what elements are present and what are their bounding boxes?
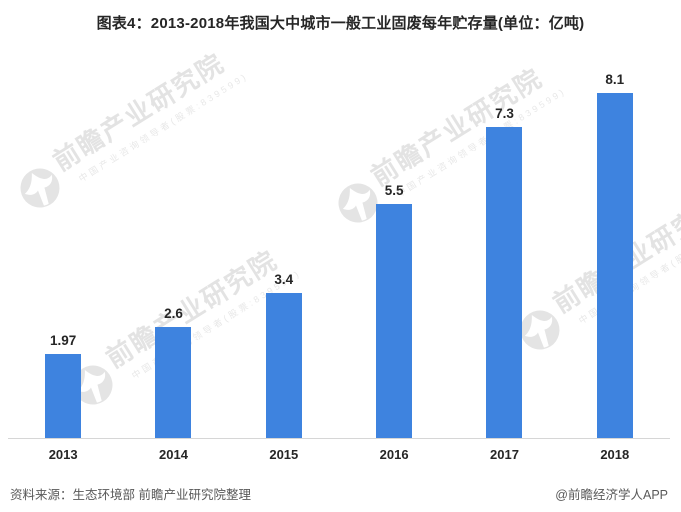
x-axis-label: 2014 [159, 447, 188, 462]
bar-group: 2.6 [118, 55, 228, 438]
bar-value-label: 7.3 [495, 106, 514, 122]
bar [45, 354, 82, 438]
x-axis-label: 2013 [48, 447, 78, 462]
bar-value-label: 2.6 [164, 306, 183, 322]
bar [486, 127, 523, 438]
chart-title: 图表4：2013-2018年我国大中城市一般工业固废每年贮存量(单位：亿吨) [96, 15, 585, 32]
bar-group: 8.1 [560, 55, 670, 438]
x-axis-label: 2018 [600, 447, 630, 462]
bar-group: 7.3 [449, 55, 559, 438]
plot-area: 1.97 2.6 3.4 5.5 7.3 8.1 [8, 55, 670, 439]
bar [155, 327, 192, 438]
bar-group: 3.4 [229, 55, 339, 438]
bar [265, 293, 302, 438]
footer-source: 资料来源：生态环境部 前瞻产业研究院整理 [10, 488, 251, 502]
bar-value-label: 1.97 [50, 333, 77, 349]
x-axis-labels: 2013 2014 2015 2016 2017 2018 [8, 439, 670, 462]
bar [596, 93, 633, 438]
bar-value-label: 3.4 [274, 272, 294, 288]
footer-credit: @前瞻经济学人APP [555, 488, 668, 502]
x-axis-label: 2016 [379, 447, 409, 462]
bar-group: 1.97 [8, 55, 118, 438]
x-axis-label: 2017 [490, 447, 519, 462]
bar-group: 5.5 [339, 55, 449, 438]
bar-value-label: 8.1 [605, 72, 625, 88]
bar-value-label: 5.5 [384, 182, 404, 198]
x-axis-label: 2015 [269, 447, 299, 462]
bar [376, 203, 413, 438]
